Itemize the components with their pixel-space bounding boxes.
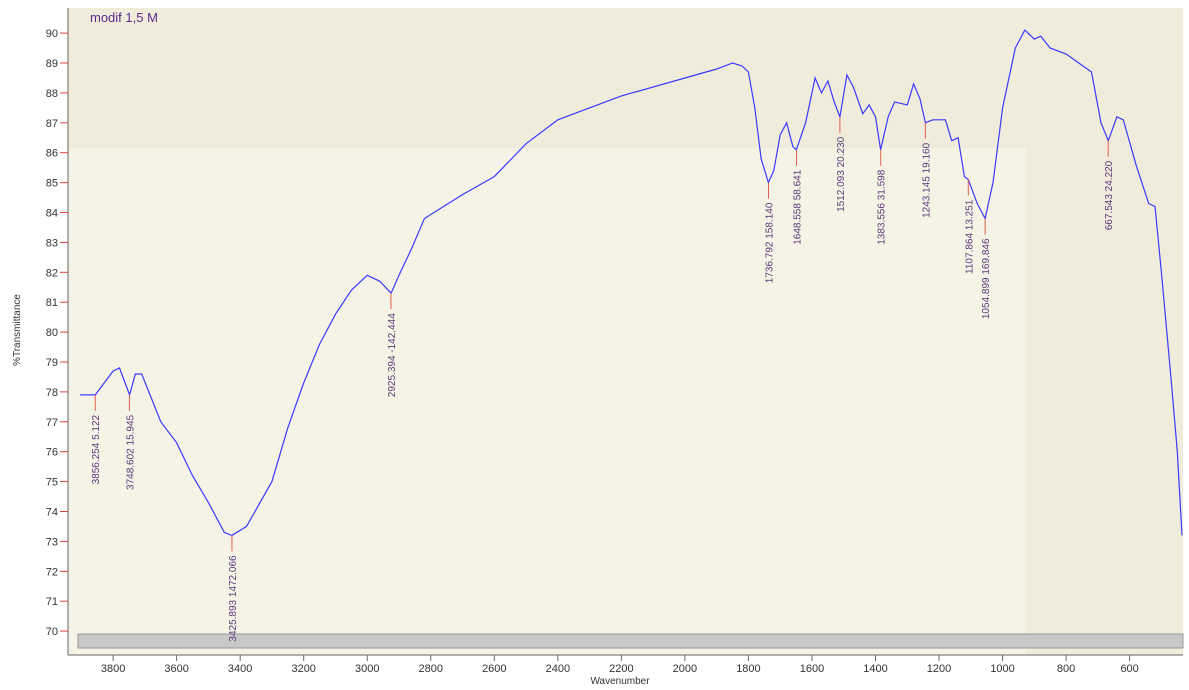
y-tick-label: 73 <box>46 536 58 548</box>
y-tick-label: 88 <box>46 88 58 100</box>
y-tick-label: 72 <box>46 566 58 578</box>
peak-label: 1383.556 31.598 <box>877 169 888 245</box>
y-tick-label: 71 <box>46 596 58 608</box>
peak-label: 3425.893 1472.066 <box>228 555 239 642</box>
peak-label: 2925.394 -142.444 <box>387 313 398 397</box>
peak-label: 1243.145 19.160 <box>921 142 932 218</box>
x-tick-label: 1200 <box>927 663 951 675</box>
y-tick-label: 78 <box>46 387 58 399</box>
x-tick-label: 2000 <box>673 663 697 675</box>
y-tick-label: 75 <box>46 477 58 489</box>
x-tick-label: 1400 <box>863 663 887 675</box>
x-tick-label: 1600 <box>800 663 824 675</box>
x-tick-label: 3600 <box>164 663 188 675</box>
y-tick-label: 85 <box>46 178 58 190</box>
peak-label: 3856.254 5.122 <box>91 414 102 484</box>
x-tick-label: 800 <box>1057 663 1075 675</box>
peak-label: 1512.093 20.230 <box>836 136 847 212</box>
x-tick-label: 2200 <box>609 663 633 675</box>
x-tick-label: 1800 <box>736 663 760 675</box>
y-tick-label: 79 <box>46 357 58 369</box>
y-tick-label: 80 <box>46 327 58 339</box>
y-tick-label: 83 <box>46 237 58 249</box>
y-tick-label: 81 <box>46 297 58 309</box>
x-axis-label: Wavenumber <box>590 676 650 687</box>
x-tick-label: 3400 <box>228 663 252 675</box>
x-tick-label: 600 <box>1120 663 1138 675</box>
y-tick-label: 86 <box>46 148 58 160</box>
y-tick-label: 87 <box>46 118 58 130</box>
peak-label: 1736.792 158.140 <box>765 202 776 283</box>
peak-label: 1054.899 169.846 <box>981 238 992 319</box>
y-tick-label: 89 <box>46 58 58 70</box>
y-tick-label: 70 <box>46 626 58 638</box>
y-tick-label: 74 <box>46 506 58 518</box>
y-tick-label: 84 <box>46 208 58 220</box>
y-tick-label: 76 <box>46 447 58 459</box>
x-tick-label: 1000 <box>990 663 1014 675</box>
x-tick-label: 3000 <box>355 663 379 675</box>
peak-label: 667.543 24.220 <box>1104 160 1115 230</box>
scrollbar[interactable] <box>77 633 1184 649</box>
y-tick-label: 77 <box>46 417 58 429</box>
chart-title: modif 1,5 M <box>90 10 158 25</box>
peak-label: 1107.864 13.251 <box>964 199 975 274</box>
plot-inset <box>68 148 1026 655</box>
y-axis-label: %Transmittance <box>12 294 23 366</box>
x-tick-label: 2600 <box>482 663 506 675</box>
x-tick-label: 2800 <box>419 663 443 675</box>
peak-label: 3748.602 15.945 <box>125 414 136 490</box>
x-tick-label: 3800 <box>101 663 125 675</box>
y-tick-label: 82 <box>46 267 58 279</box>
peak-label: 1648.558 58.641 <box>793 169 804 245</box>
y-tick-label: 90 <box>46 28 58 40</box>
spectrum-line <box>80 29 1183 537</box>
x-tick-label: 2400 <box>546 663 570 675</box>
x-tick-label: 3200 <box>291 663 315 675</box>
